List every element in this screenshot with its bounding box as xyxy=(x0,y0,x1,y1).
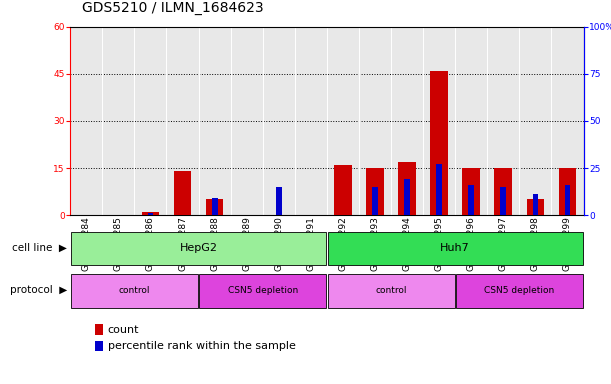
Bar xyxy=(212,198,218,215)
Text: protocol  ▶: protocol ▶ xyxy=(10,285,67,295)
Bar xyxy=(174,171,191,215)
Text: percentile rank within the sample: percentile rank within the sample xyxy=(108,341,295,351)
Bar xyxy=(398,162,416,215)
Bar xyxy=(366,168,384,215)
Bar xyxy=(199,274,326,308)
Bar xyxy=(71,232,326,265)
Bar xyxy=(558,168,576,215)
Bar xyxy=(463,168,480,215)
Text: CSN5 depletion: CSN5 depletion xyxy=(228,286,298,295)
Bar xyxy=(372,187,378,215)
Text: control: control xyxy=(375,286,407,295)
Text: cell line  ▶: cell line ▶ xyxy=(12,243,67,253)
Bar xyxy=(500,187,506,215)
Bar xyxy=(276,187,282,215)
Bar xyxy=(206,199,224,215)
Bar xyxy=(334,165,352,215)
Text: Huh7: Huh7 xyxy=(441,243,470,253)
Text: control: control xyxy=(119,286,150,295)
Text: HepG2: HepG2 xyxy=(180,243,218,253)
Bar xyxy=(469,185,474,215)
Bar xyxy=(533,194,538,215)
Bar xyxy=(404,179,410,215)
Bar xyxy=(148,213,153,215)
Bar xyxy=(565,185,570,215)
Bar xyxy=(327,232,583,265)
Bar xyxy=(430,71,448,215)
Text: GDS5210 / ILMN_1684623: GDS5210 / ILMN_1684623 xyxy=(82,2,264,15)
Bar xyxy=(142,212,159,215)
Bar xyxy=(456,274,583,308)
Bar xyxy=(494,168,512,215)
Bar xyxy=(527,199,544,215)
Bar xyxy=(327,274,455,308)
Text: CSN5 depletion: CSN5 depletion xyxy=(485,286,554,295)
Text: count: count xyxy=(108,325,139,335)
Bar xyxy=(436,164,442,215)
Bar xyxy=(71,274,198,308)
